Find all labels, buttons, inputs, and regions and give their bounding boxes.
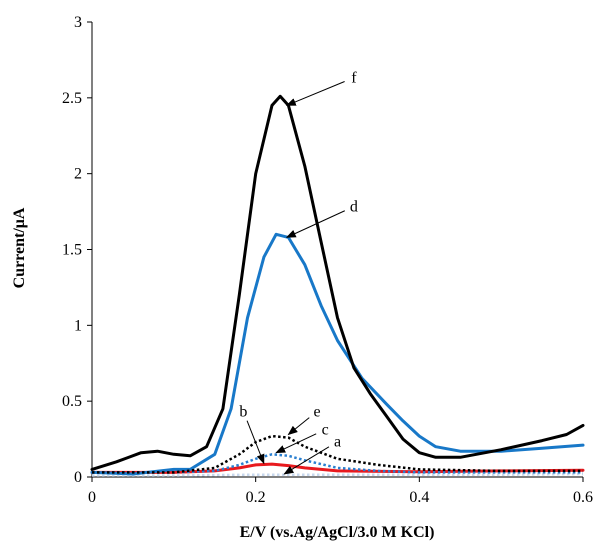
annotation-label-f: f [351, 70, 357, 87]
annotations: f d ec b a [239, 70, 358, 475]
annotation-arrow-d [285, 210, 345, 238]
series-f-line [90, 94, 585, 471]
annotation-label-b: b [239, 403, 247, 420]
series-d-line [90, 232, 585, 476]
annotation-arrow-b [246, 420, 265, 465]
annotation-label-d: d [350, 199, 358, 216]
annotation-arrow-e [287, 417, 310, 436]
x-axis-title: E/V (vs.Ag/AgCl/3.0 M KCl) [240, 524, 435, 541]
y-tick-label: 0.5 [62, 393, 82, 410]
x-tick-label: 0 [88, 489, 96, 506]
annotation-arrow-a [283, 446, 330, 475]
annotation-arrow-f [285, 81, 345, 106]
x-tick-label: 0.2 [246, 489, 266, 506]
annotation-label-a: a [334, 434, 341, 451]
y-tick-label: 2 [74, 166, 82, 183]
x-tick-label: 0.4 [409, 489, 429, 506]
series-c-line [92, 453, 583, 474]
axes: 0 0.5 1 1.5 2 2.5 3 0 0.2 0.4 0.6 [62, 14, 593, 506]
annotation-label-c: c [322, 422, 329, 439]
x-tick-label: 0.6 [573, 489, 593, 506]
y-tick-label: 3 [74, 14, 82, 31]
y-tick-label: 1 [74, 317, 82, 334]
annotation-label-e: e [313, 403, 320, 420]
annotation-arrow-c [275, 433, 317, 454]
series-e-line [92, 434, 583, 474]
series-a-line [92, 472, 584, 477]
y-tick-label: 0 [74, 469, 82, 486]
series-group [90, 94, 585, 477]
y-axis-title: Current/μA [11, 207, 28, 288]
y-tick-label: 1.5 [62, 242, 82, 259]
y-tick-label: 2.5 [62, 90, 82, 107]
